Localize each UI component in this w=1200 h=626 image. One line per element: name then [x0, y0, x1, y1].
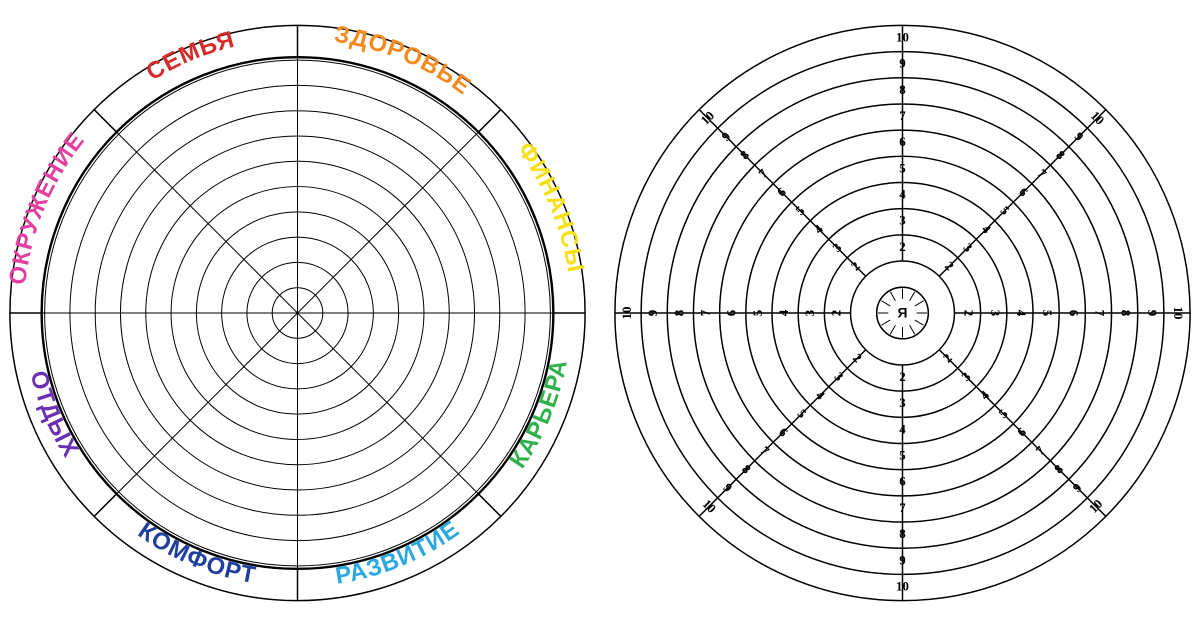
ring-number: 5 — [899, 161, 905, 175]
ring-number: 4 — [1014, 310, 1028, 317]
ring-number: 9 — [646, 310, 660, 316]
ring-number: 3 — [899, 396, 905, 410]
ring-number: 9 — [899, 57, 905, 71]
ring-number: 7 — [698, 309, 712, 316]
ring-number: 4 — [899, 422, 906, 436]
ring-number: 4 — [899, 188, 906, 202]
ring-number: 10 — [896, 579, 909, 593]
ring-number: 5 — [751, 310, 765, 316]
ring-number: 7 — [1093, 310, 1107, 317]
ring-number: 2 — [899, 240, 905, 254]
ring-number: 10 — [896, 30, 909, 44]
life-wheel-labelled: ЗДОРОВЬЕФИНАНСЫКАРЬЕРАРАЗВИТИЕКОМФОРТОТД… — [0, 0, 595, 626]
ring-number: 4 — [777, 309, 791, 316]
ring-number: 6 — [899, 135, 906, 149]
ring-number: 6 — [899, 475, 906, 489]
ring-number: 10 — [620, 307, 634, 320]
ring-number: 3 — [899, 214, 905, 228]
ring-number: 6 — [1066, 310, 1080, 317]
ring-number: 8 — [1119, 310, 1133, 317]
ring-number: 8 — [672, 309, 686, 316]
diagram-container: ЗДОРОВЬЕФИНАНСЫКАРЬЕРАРАЗВИТИЕКОМФОРТОТД… — [0, 0, 1200, 626]
life-wheel-numbered: Я 2 3 4 5 6 7 8 9 10 2 3 4 5 6 7 8 9 10 2 3 4 5 6 7 8 9 10 2 3 4 5 6 7 8 9 1… — [605, 0, 1200, 626]
ring-number: 2 — [962, 310, 976, 316]
ring-number: 2 — [829, 310, 843, 316]
ring-number: 6 — [725, 309, 739, 316]
ring-number: 9 — [899, 553, 905, 567]
ring-number: 5 — [1040, 310, 1054, 316]
ring-number: 10 — [1171, 307, 1185, 320]
ring-number: 7 — [899, 501, 906, 515]
center-label: Я — [898, 305, 908, 321]
ring-number: 9 — [1145, 310, 1159, 316]
ring-number: 3 — [803, 310, 817, 316]
ring-number: 3 — [988, 310, 1002, 316]
ring-number: 8 — [899, 527, 906, 541]
ring-number: 8 — [899, 83, 906, 97]
ring-number: 2 — [899, 370, 905, 384]
ring-number: 7 — [899, 109, 906, 123]
ring-number: 5 — [899, 449, 905, 463]
